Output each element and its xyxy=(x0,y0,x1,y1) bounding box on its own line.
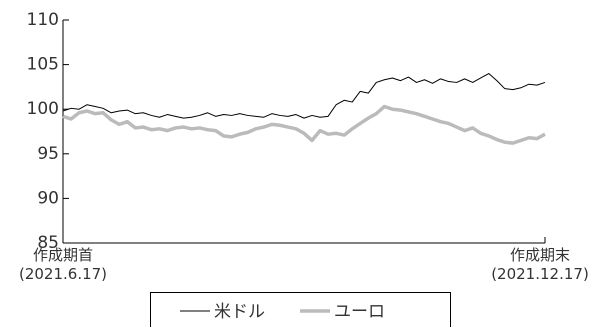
legend-label: ユーロ xyxy=(334,302,385,322)
y-tick-label: 85 xyxy=(37,233,59,253)
legend-label: 米ドル xyxy=(214,302,265,322)
y-tick-label: 105 xyxy=(27,55,59,75)
x-tick-label: 作成期首 (2021.6.17) xyxy=(18,246,108,283)
y-tick-label: 110 xyxy=(27,10,59,30)
y-tick-label: 90 xyxy=(37,188,59,208)
x-tick-label: 作成期末 (2021.12.17) xyxy=(491,246,589,283)
legend-box xyxy=(150,292,451,327)
y-tick-label: 100 xyxy=(27,99,59,119)
y-tick-label: 95 xyxy=(37,144,59,164)
series-line xyxy=(62,73,546,119)
series-line xyxy=(62,104,546,145)
